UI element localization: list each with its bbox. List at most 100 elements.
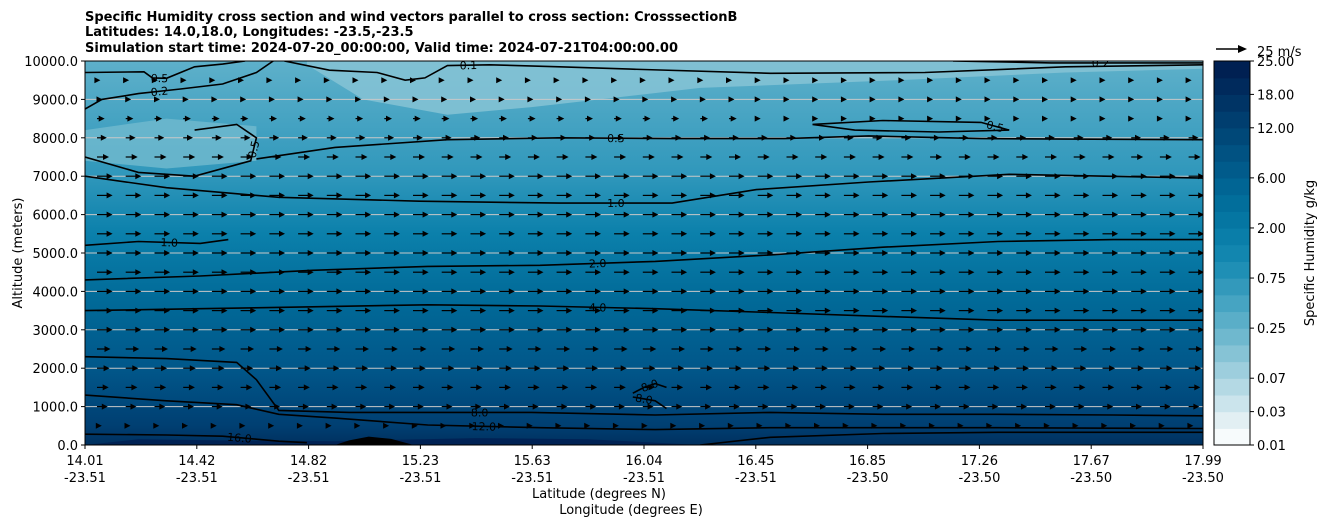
- wind-vector-head: [968, 211, 975, 218]
- wind-vector-head: [1198, 250, 1203, 256]
- x-tick-label-lat: 14.82: [290, 454, 327, 469]
- contour-label: 8.0: [634, 392, 653, 408]
- title-line-3: Simulation start time: 2024-07-20_00:00:…: [85, 41, 678, 56]
- wind-vector-head: [106, 211, 113, 218]
- wind-vector-head: [584, 422, 591, 429]
- wind-vector-head: [1048, 134, 1055, 141]
- wind-vector-head: [336, 173, 343, 180]
- wind-vector-head: [276, 365, 282, 372]
- wind-vector-head: [328, 115, 335, 122]
- wind-vector-head: [279, 250, 285, 256]
- wind-vector-head: [882, 211, 889, 218]
- wind-vector-head: [587, 115, 593, 122]
- wind-vector-head: [1198, 326, 1203, 333]
- wind-vector-head: [357, 115, 364, 122]
- wind-vector-head: [537, 211, 544, 218]
- wind-vector-head: [879, 365, 886, 372]
- wind-vector-head: [783, 77, 790, 84]
- y-tick-label: 0.0: [57, 439, 78, 454]
- wind-vector-head: [681, 326, 688, 333]
- wind-vector-head: [189, 154, 196, 160]
- wind-vector-head: [480, 230, 487, 237]
- wind-vector-head: [537, 173, 544, 180]
- wind-vector-head: [420, 346, 427, 352]
- wind-vector-head: [307, 250, 314, 256]
- wind-vector-head: [365, 173, 372, 180]
- wind-vector-head: [240, 96, 247, 103]
- wind-vector-head: [307, 230, 314, 237]
- wind-vector-head: [911, 269, 917, 276]
- wind-vector-head: [221, 326, 228, 333]
- wind-vector-head: [1164, 403, 1171, 410]
- wind-vector-head: [736, 346, 743, 352]
- wind-vector-head: [307, 192, 314, 199]
- wind-vector-head: [1013, 115, 1020, 122]
- wind-vector-head: [336, 269, 343, 276]
- wind-vector-head: [418, 384, 425, 391]
- wind-vector-head: [192, 211, 199, 218]
- wind-vector-head: [984, 96, 991, 103]
- wind-vector-head: [639, 77, 646, 84]
- wind-vector-head: [498, 422, 504, 429]
- wind-vector-head: [1083, 211, 1090, 218]
- wind-vector-head: [566, 211, 573, 218]
- wind-vector-head: [508, 250, 515, 256]
- wind-vector-head: [238, 77, 244, 84]
- wind-vector-head: [1051, 365, 1058, 372]
- wind-vector-head: [652, 269, 659, 276]
- wind-vector-head: [1198, 173, 1203, 180]
- wind-vector-head: [365, 269, 372, 276]
- wind-vector-head: [754, 77, 761, 84]
- wind-vector-head: [621, 346, 628, 352]
- wind-vector-head: [814, 422, 820, 429]
- wind-vector-head: [1198, 307, 1203, 314]
- wind-vector-head: [416, 134, 423, 141]
- wind-vector-head: [1054, 307, 1061, 314]
- wind-vector-head: [671, 96, 678, 103]
- wind-vector-head: [334, 346, 341, 352]
- wind-vector-head: [1083, 269, 1090, 276]
- wind-vector-head: [506, 346, 513, 352]
- wind-vector-head: [1080, 365, 1087, 372]
- colorbar-band: [1214, 244, 1250, 262]
- wind-vector-head: [767, 288, 774, 295]
- wind-vector-head: [125, 96, 132, 103]
- wind-vector-head: [1099, 96, 1106, 103]
- wind-vector-head: [968, 173, 975, 180]
- wind-vector-head: [1054, 326, 1061, 333]
- wind-vector-head: [221, 173, 228, 180]
- wind-vector-head: [307, 288, 314, 295]
- contour-line: [85, 303, 1203, 321]
- y-tick-label: 9000.0: [33, 93, 79, 108]
- wind-vector-head: [623, 269, 630, 276]
- wind-vector-head: [336, 307, 343, 314]
- wind-vector-head: [537, 288, 544, 295]
- wind-vector-head: [192, 288, 199, 295]
- wind-vector-head: [994, 365, 1001, 372]
- wind-vector-head: [738, 326, 745, 333]
- wind-vector-head: [840, 77, 847, 84]
- wind-vector-head: [1158, 422, 1165, 429]
- wind-vector-head: [965, 365, 972, 372]
- wind-vector-head: [279, 326, 285, 333]
- contour-line: [85, 433, 307, 444]
- wind-vector-head: [331, 403, 338, 410]
- wind-vector-head: [1078, 403, 1085, 410]
- wind-vector-head: [617, 134, 624, 141]
- y-tick-label: 5000.0: [33, 247, 79, 262]
- wind-vector-head: [927, 77, 934, 84]
- wind-vector-head: [127, 115, 134, 122]
- wind-vector-head: [295, 77, 302, 84]
- colorbar-tick-label: 12.00: [1257, 122, 1294, 137]
- wind-vector-head: [882, 288, 889, 295]
- wind-vector-head: [964, 384, 971, 391]
- colorbar-tick-label: 0.25: [1257, 322, 1286, 337]
- wind-vector-head: [679, 346, 685, 352]
- wind-vector-head: [164, 250, 171, 256]
- wind-vector-head: [623, 230, 630, 237]
- colorbar-band: [1214, 311, 1250, 329]
- wind-vector-head: [221, 307, 228, 314]
- wind-vector-head: [595, 173, 601, 180]
- wind-vector-head: [1042, 77, 1048, 84]
